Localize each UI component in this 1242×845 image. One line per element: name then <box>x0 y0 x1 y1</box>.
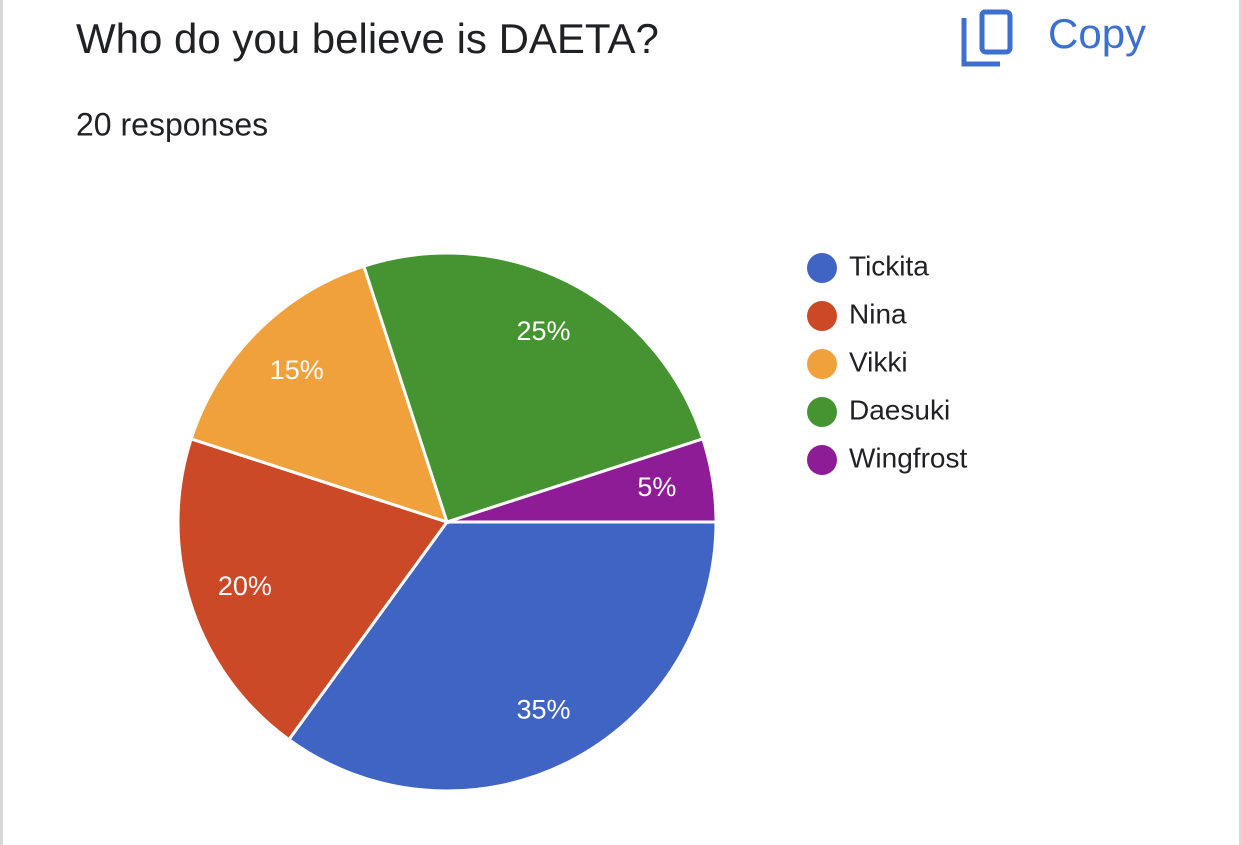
pie-slice <box>176 436 450 742</box>
slice-label: 35% <box>516 694 570 724</box>
card-border <box>0 0 3 845</box>
chart-title: Who do you believe is DAETA? <box>76 15 659 62</box>
legend-marker <box>807 349 837 379</box>
slice-label: 15% <box>270 355 324 385</box>
slice-label: 25% <box>516 316 570 346</box>
legend-label: Tickita <box>849 250 929 281</box>
card-border <box>1239 0 1242 845</box>
legend-label: Nina <box>849 298 907 329</box>
slice-label: 20% <box>218 571 272 601</box>
legend-marker <box>807 445 837 475</box>
legend-label: Vikki <box>849 346 908 377</box>
legend-marker <box>807 253 837 283</box>
copy-icon <box>961 18 1000 67</box>
pie-slice <box>446 436 718 524</box>
copy-icon <box>979 9 1013 55</box>
legend-label: Wingfrost <box>849 442 967 473</box>
legend-marker <box>807 301 837 331</box>
chart-subtitle: 20 responses <box>76 106 268 142</box>
legend-label: Daesuki <box>849 394 950 425</box>
copy-label[interactable]: Copy <box>1048 10 1146 57</box>
pie-slice <box>361 251 705 524</box>
slice-label: 5% <box>637 472 676 502</box>
pie-slice <box>189 264 450 525</box>
legend-marker <box>807 397 837 427</box>
pie-slice <box>286 520 718 793</box>
copy-button[interactable]: Copy <box>961 9 1146 67</box>
